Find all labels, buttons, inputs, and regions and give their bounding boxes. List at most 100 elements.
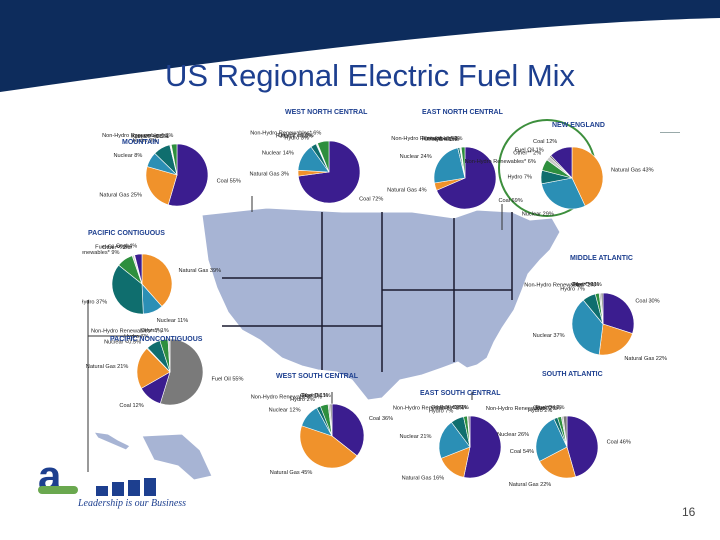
pie-slice-label: Natural Gas 25% [99,192,142,198]
pie-slice-label: Natural Gas 21% [86,364,129,370]
pie-slice-label: Nuclear 24% [400,154,432,160]
pie-slice-nuclear [571,299,604,356]
pie-slice-label: Non-Hydro Renewables* 6% [250,131,321,137]
pie-slice-label: Fuel Oil <0.5% [131,134,168,140]
pie-slice-nuclear [535,418,568,462]
pie-title: EAST SOUTH CENTRAL [420,390,501,397]
pie-slice-coal [463,415,502,479]
pie-slice-label: Nuclear 12% [269,408,301,414]
pie-slice-nuclear [433,147,466,184]
header-bar [0,0,720,92]
pie-slice-natural-gas [299,425,358,469]
pie-slice-fuel-oil [159,338,204,406]
pie-slice-label: Hydro 1% [432,137,457,143]
us-map-contiguous [201,207,561,401]
pie-slice-label: Coal 12% [119,403,143,409]
pie-title: EAST NORTH CENTRAL [422,109,504,116]
pie-slice-label: Non-Hydro Renewables* 2% [391,136,462,142]
pie-title: NEW ENGLAND [552,122,605,129]
pie-slice-label: Coal 55% [217,179,241,185]
region-borders [222,212,513,372]
pie-title: SOUTH ATLANTIC [542,371,603,378]
pie-slice-label: Hydro 37% [82,300,107,306]
pie-slice-label: Other** 2% [513,151,541,157]
pie-slice-coal [602,292,635,334]
pie-title: PACIFIC NONCONTIGUOUS [110,336,203,343]
pie-slice-label: Nuclear 37% [533,333,565,339]
pie-slice-label: Natural Gas 4% [387,187,427,193]
pie-slice-natural-gas [145,166,178,206]
logo-swoosh-icon [38,486,78,494]
pie-slice-coal [436,146,497,210]
pie-slice-natural-gas [539,446,576,479]
pie-slice-label: Other** 1% [300,393,328,399]
pie-slice-label: Nuclear 14% [262,151,294,157]
pie-slice-fuel-oil [467,415,471,448]
pie-slice-label: Other** <0.5% [133,134,169,140]
divider [660,132,680,133]
pie-slice-label: Coal 54% [510,449,534,455]
pie-slice-non-hydro-renewables [460,146,466,179]
pie-slice-coal [566,415,599,478]
company-tagline: Leadership is our Business [78,498,187,509]
pie-slice-label: Nuclear 29% [522,212,554,218]
pie-slice-label: Non-Hydro Renewables* 4% [91,329,162,335]
pie-slice-label: Fuel Oil 1% [302,393,331,399]
pie-slice-non-hydro-renewables [317,140,330,173]
pie-slice-label: Other** <0.5% [431,405,467,411]
pie-slice-label: Fuel Oil 2% [536,405,565,411]
alaska-map [141,433,213,481]
logo-bars-icon [96,478,158,496]
pie-slice-label: Coal 4% [116,243,137,249]
pie-slice-label: Nuclear 21% [399,434,431,440]
page-title: US Regional Electric Fuel Mix [165,58,576,93]
pie-slice-label: Natural Gas 39% [179,268,222,274]
pie-slice-label: Natural Gas 3% [250,172,290,178]
pie-slice-fuel-oil [562,415,568,448]
pie-slice-label: Coal 46% [607,439,631,445]
pie-slice-label: Other** 1% [141,328,169,334]
pie-slice-label: Natural Gas 43% [611,167,654,173]
pie-slice-label: Fuel Oil <0.5% [422,137,459,143]
pie-slice-label: Natural Gas 22% [509,482,552,488]
pie-slice-coal [550,146,573,179]
us-fuel-mix-map: Coal 55% Natural Gas 25% Nuclear 8% Hydro 9… [48,100,680,490]
pie-slice-label: Non-Hydro Renewables* 2% [486,406,557,412]
pie-title: WEST SOUTH CENTRAL [276,373,359,380]
pie-title: PACIFIC CONTIGUOUS [88,230,165,237]
pie-slice-label: Coal 69% [499,198,523,204]
pie-slice-label: Other** 1% [533,406,561,412]
pie-title: MOUNTAIN [122,139,159,146]
pie-slice-label: Coal 30% [635,299,659,305]
pie-slice-label: Fuel Oil 1% [573,282,602,288]
pie-slice-label: Hydro 7% [429,409,454,415]
pie-slice-label: Hydro 2% [290,397,315,403]
pie-slice-label: Coal 72% [359,196,383,202]
pie-slice-nuclear [541,177,586,210]
pie-slice-label: Hydro 2% [528,408,553,414]
pie-slice-label: Natural Gas 45% [270,470,313,476]
pie-slice-label: Hydro 7% [507,175,532,181]
pie-slice-label: Hydro 7% [124,334,149,340]
pie-slice-label: Non-Hydro Renewables* 2% [393,405,464,411]
pie-slice-label: Hydro 7% [560,286,585,292]
leader-lines [87,196,503,472]
pie-slice-label: Fuel Oil 1% [515,148,544,154]
pie-slice-coal [134,253,143,285]
pie-slice-label: Other** <0.5% [424,136,460,142]
pie-slice-label: Nuclear 8% [113,153,142,159]
pie-slice-label: Non-Hydro Renewables* 9% [82,250,120,256]
pie-slice-natural-gas [136,348,171,389]
pie-slice-fuel-oil [329,403,333,437]
pie-slice-label: Nuclear 26% [497,432,529,438]
pie-slice-label: Other** 1% [571,282,599,288]
pie-slice-fuel-oil [600,292,604,325]
pie-slice-label: Fuel Oil <0.5% [95,244,132,250]
pie-slice-coal [331,403,365,457]
pie-title: MIDDLE ATLANTIC [570,255,633,262]
pie-slice-label: Non-Hydro Renewables* 4% [251,394,322,400]
pie-slice-natural-gas [141,253,173,307]
pie-slice-label: Other** <0.5% [278,133,314,139]
pie-slice-label: Natural Gas 16% [402,476,445,482]
pie-slice-coal [167,143,209,207]
